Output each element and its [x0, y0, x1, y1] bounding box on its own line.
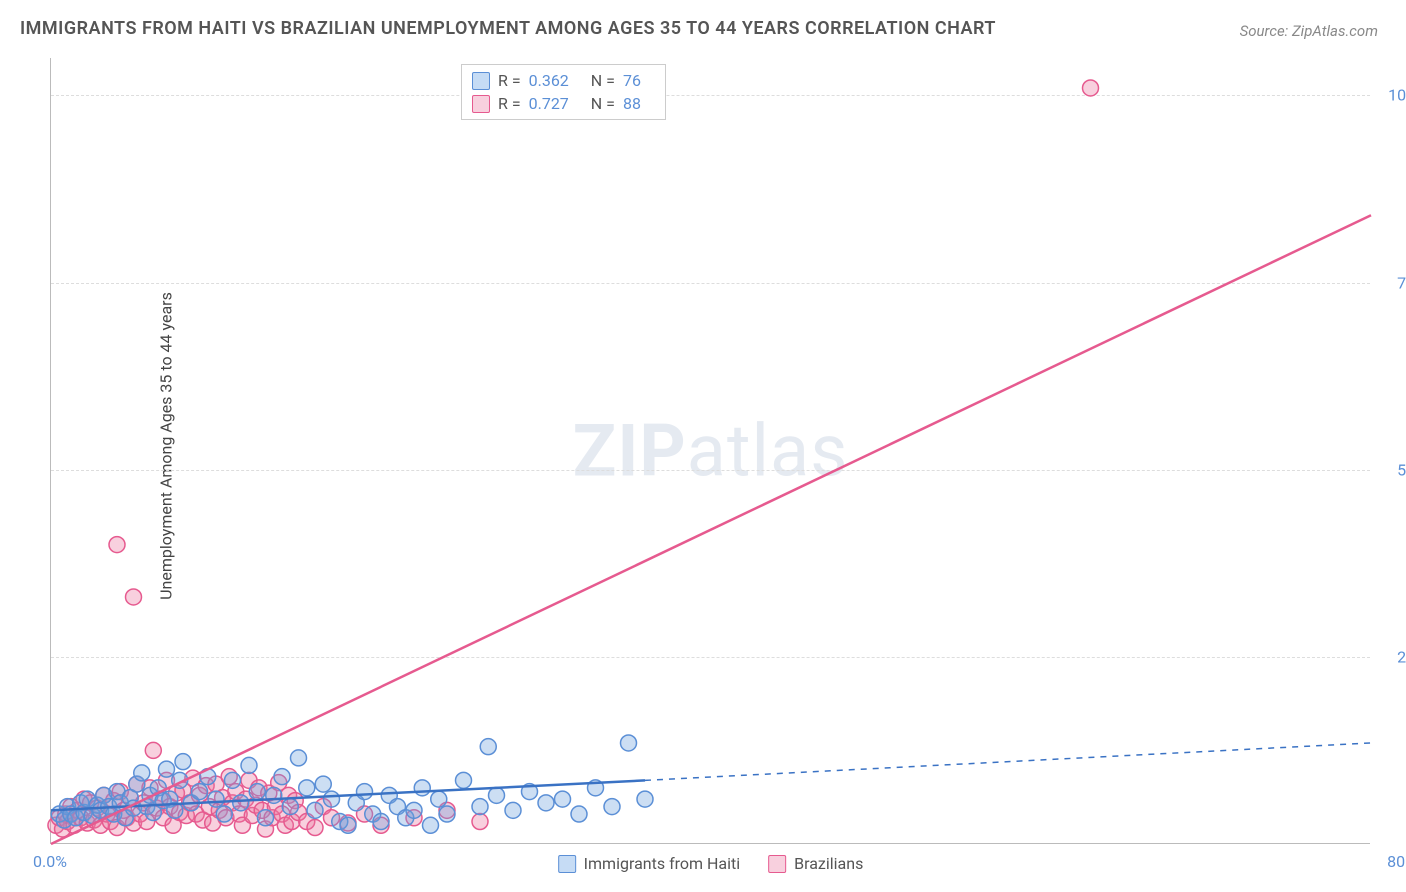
y-tick-label: 50.0%	[1380, 460, 1406, 479]
y-tick-label: 25.0%	[1380, 647, 1406, 666]
plot-area: ZIPatlas 25.0%50.0%75.0%100.0% 0.0% 80.0…	[50, 58, 1370, 844]
source-attribution: Source: ZipAtlas.com	[1240, 22, 1378, 40]
swatch-haiti-icon	[558, 855, 576, 873]
swatch-brazil-icon	[768, 855, 786, 873]
legend-item-haiti: Immigrants from Haiti	[558, 854, 740, 873]
y-tick-label: 100.0%	[1380, 86, 1406, 105]
x-tick-min: 0.0%	[33, 852, 67, 871]
legend-item-brazil: Brazilians	[768, 854, 863, 873]
y-tick-label: 75.0%	[1380, 273, 1406, 292]
correlation-chart: IMMIGRANTS FROM HAITI VS BRAZILIAN UNEMP…	[0, 0, 1406, 892]
scatter-svg	[51, 58, 1370, 843]
chart-title: IMMIGRANTS FROM HAITI VS BRAZILIAN UNEMP…	[20, 18, 996, 39]
x-tick-max: 80.0%	[1387, 852, 1406, 871]
series-legend: Immigrants from Haiti Brazilians	[558, 854, 864, 873]
